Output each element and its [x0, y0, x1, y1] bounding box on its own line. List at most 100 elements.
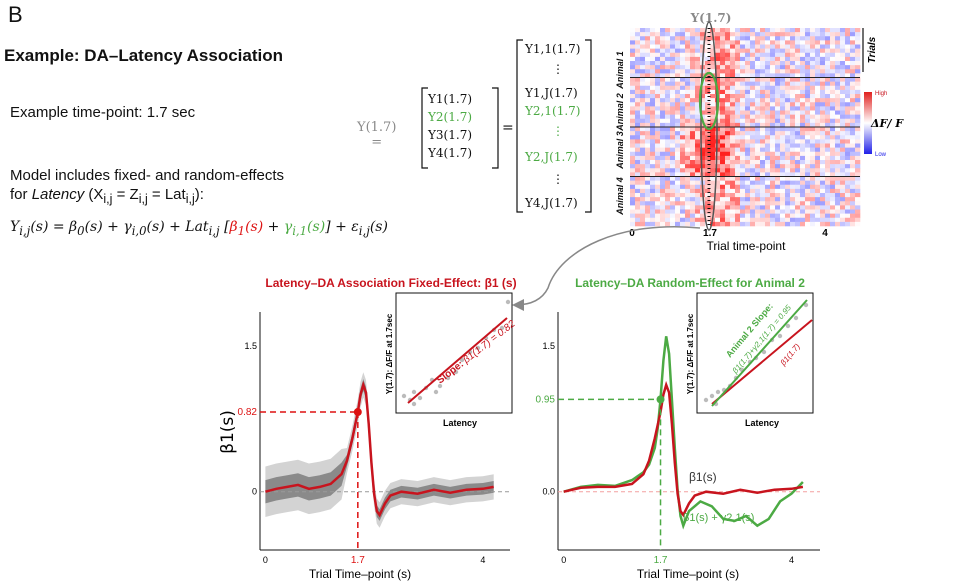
left-inset-point — [445, 375, 451, 381]
right-series-label-red: β1(s) — [689, 470, 717, 484]
eq-gamma-sub: i,1 — [292, 223, 308, 238]
right-xtick-2: 4 — [789, 555, 794, 565]
heatmap-column-highlight — [700, 21, 718, 231]
model2-e: = Z — [112, 186, 139, 203]
left-inset-point — [411, 401, 417, 407]
exp-entry-1: Y1,1(1.7) — [525, 42, 581, 56]
right-inset-point — [709, 393, 715, 399]
left-ytick-1: 0.82 — [238, 407, 258, 418]
right-inset-point — [803, 302, 809, 308]
model-description-line2: for Latency (Xi,j = Zi,j = Lati,j): — [10, 186, 204, 206]
right-chart-title: Latency–DA Random-Effect for Animal 2 — [575, 276, 805, 290]
exp-dots-3: ⋮ — [552, 172, 564, 186]
heatmap-animal2-highlight — [698, 71, 720, 131]
model-description-line1: Model includes fixed- and random-effects — [10, 167, 285, 184]
eq-eps-sub: i,j — [358, 223, 370, 238]
animal-label-1: Animal 1 — [615, 51, 625, 90]
left-ylabel: β1(s) — [218, 410, 238, 454]
vec-entry-2: Y2(1.7) — [428, 110, 473, 124]
eq-beta1: β1(s) — [229, 219, 264, 238]
model2-d: i,j — [103, 192, 113, 206]
time-point-text: Example time-point: 1.7 sec — [10, 104, 196, 121]
left-xtick-2: 4 — [480, 555, 485, 565]
left-inset-point — [475, 345, 481, 351]
right-xtick-0: 0 — [561, 555, 566, 565]
right-inset-point — [703, 397, 709, 403]
eq-gamma: γi,1(s) — [283, 219, 326, 238]
model2-f: i,j — [138, 192, 148, 206]
eq-lhs-sub: i,j — [19, 223, 31, 238]
animal-label-4: Animal 4 — [615, 177, 625, 216]
left-inset-xlabel: Latency — [443, 418, 477, 428]
left-inset-point — [453, 369, 459, 375]
right-ytick-2: 1.5 — [542, 341, 555, 351]
right-chart: 0.0 0.95 1.5 0 1.7 4 Trial Time–point (s… — [536, 292, 820, 581]
right-inset-fit-red — [711, 319, 813, 405]
vec-lhs: Y(1.7) = — [357, 120, 397, 150]
right-inset-point — [761, 349, 767, 355]
left-inset-point — [505, 299, 511, 305]
colorbar — [864, 92, 872, 154]
colorbar-title: ΔF/ F — [870, 117, 904, 130]
eq-gamma-sym: γ — [283, 219, 293, 235]
eq-bracket-close: ] + ε — [325, 219, 359, 235]
eq-beta1-sym: β — [229, 219, 238, 235]
vec-entry-4: Y4(1.7) — [428, 146, 473, 160]
left-inset-point — [499, 325, 505, 331]
expanded-brackets — [516, 39, 592, 213]
vec-equals: = — [502, 120, 514, 136]
right-inset-xlabel: Latency — [745, 418, 779, 428]
left-inset-point — [433, 389, 439, 395]
model-equation: Yi,j(s) = β0(s) + γi,0(s) + Lati,j [β1(s… — [10, 219, 388, 238]
left-inset-point — [401, 393, 407, 399]
left-xlabel: Trial Time–point (s) — [309, 567, 411, 581]
right-ytick-0: 0.0 — [542, 487, 555, 497]
left-inset-box — [395, 292, 513, 414]
model2-c: (X — [84, 186, 104, 203]
left-xtick-1: 1.7 — [351, 555, 365, 566]
right-inset-ylabel: Y(1.7): ΔF/F at 1.7sec — [686, 313, 695, 394]
eq-part2: (s) + γ — [84, 219, 132, 235]
vec-entry-1: Y1(1.7) — [428, 92, 473, 106]
left-inset-fit — [407, 317, 508, 404]
left-title-text: Latency–DA Association Fixed-Effect: β1 … — [265, 276, 516, 290]
left-inset-point — [411, 389, 417, 395]
heatmap — [630, 28, 861, 227]
right-series-label-green: β1(s) + γ2,1(s) — [683, 512, 754, 524]
trials-label: Trials — [867, 36, 878, 63]
section-heading: Example: DA–Latency Association — [4, 46, 284, 65]
left-inset-point — [417, 395, 423, 401]
left-inset-ylabel: Y(1.7): ΔF/F at 1.7sec — [385, 313, 394, 394]
colorbar-high: High — [875, 91, 887, 97]
vec-entry-3: Y3(1.7) — [428, 128, 473, 142]
exp-entry-3: Y2,1(1.7) — [525, 104, 581, 118]
eq-plus: + — [263, 219, 284, 235]
left-inset-point — [437, 383, 443, 389]
vec-brackets — [421, 87, 499, 169]
right-series-beta1 — [563, 380, 804, 518]
exp-dots-2: ⋮ — [552, 124, 564, 138]
colorbar-low: Low — [875, 152, 887, 158]
right-inset-point — [785, 323, 791, 329]
animal-label-3: Animal 3 — [615, 131, 625, 170]
right-inset-point — [793, 315, 799, 321]
hm-xtick-2: 4 — [822, 228, 828, 239]
hm-xlabel: Trial time-point — [707, 239, 787, 253]
model2-a: for — [10, 186, 32, 203]
eq-gamma-s: (s) — [307, 219, 326, 235]
exp-entry-2: Y1,J(1.7) — [525, 86, 578, 100]
right-ytick-1: 0.95 — [536, 394, 556, 405]
panel-letter: B — [8, 2, 23, 27]
left-chart-title: Latency–DA Association Fixed-Effect: β1 … — [265, 276, 516, 290]
heatmap-top-label: Y(1.7) — [690, 11, 732, 25]
right-highlight-point — [656, 395, 665, 404]
eq-bracket-open: [ — [219, 219, 230, 235]
eq-part1: (s) = β — [30, 219, 78, 235]
right-xtick-1: 1.7 — [654, 555, 668, 566]
left-inset-point — [459, 357, 465, 363]
left-ytick-2: 1.5 — [244, 341, 257, 351]
exp-entry-4: Y2,J(1.7) — [525, 150, 578, 164]
eq-tail: (s) — [369, 219, 388, 235]
eq-beta1-s: (s) — [245, 219, 264, 235]
